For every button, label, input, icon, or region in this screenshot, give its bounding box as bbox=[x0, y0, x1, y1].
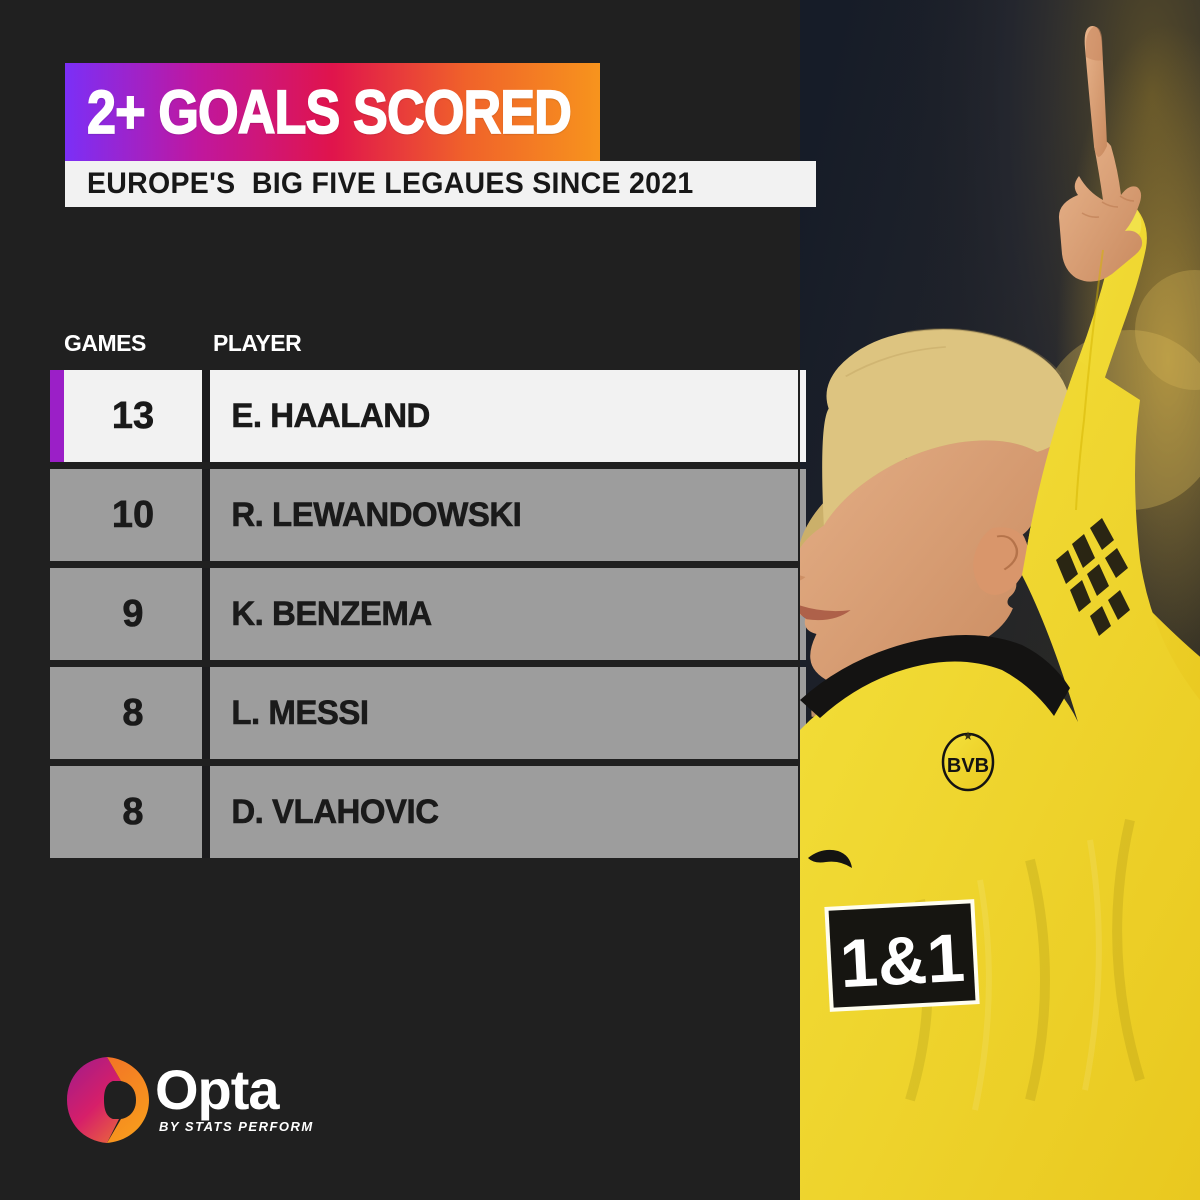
svg-text:BVB: BVB bbox=[947, 755, 989, 777]
svg-text:1&1: 1&1 bbox=[838, 920, 967, 1002]
svg-text:★: ★ bbox=[963, 729, 974, 743]
